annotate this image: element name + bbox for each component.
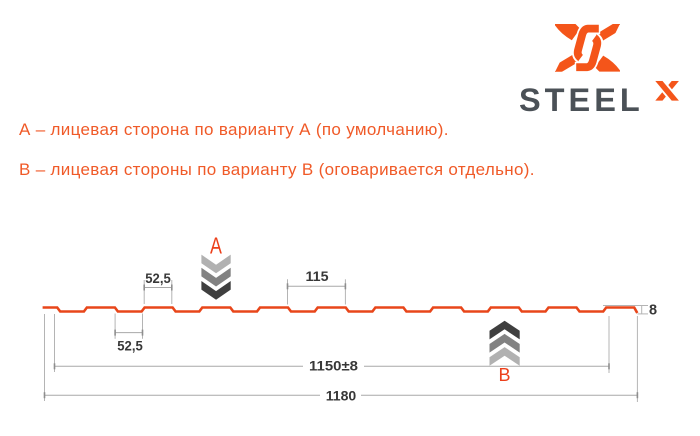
svg-text:В: В xyxy=(498,365,510,385)
svg-text:8: 8 xyxy=(649,303,657,319)
svg-text:А: А xyxy=(210,233,222,259)
svg-text:52,5: 52,5 xyxy=(145,271,171,286)
svg-text:1150±8: 1150±8 xyxy=(309,359,359,374)
svg-text:1180: 1180 xyxy=(326,388,357,403)
svg-text:52,5: 52,5 xyxy=(117,339,143,354)
svg-text:115: 115 xyxy=(306,269,330,284)
